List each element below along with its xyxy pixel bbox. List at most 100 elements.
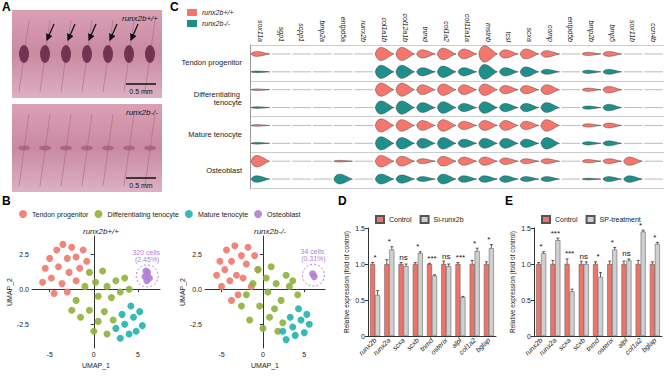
svg-text:bmp5: bmp5 (608, 24, 616, 42)
svg-text:0.5 mm: 0.5 mm (129, 182, 153, 189)
svg-text:0.0: 0.0 (192, 286, 202, 293)
svg-text:-2.5: -2.5 (190, 321, 202, 328)
svg-text:Osteoblast: Osteoblast (206, 166, 243, 175)
svg-text:runx2a: runx2a (372, 336, 392, 356)
svg-text:sox11b: sox11b (629, 20, 636, 42)
svg-text:***: *** (551, 229, 560, 238)
svg-text:34 cells: 34 cells (301, 248, 327, 255)
svg-text:*: * (540, 242, 543, 251)
svg-text:*: * (416, 242, 419, 251)
svg-text:***: *** (565, 249, 574, 258)
svg-text:osterix: osterix (595, 336, 615, 356)
svg-text:*: * (388, 237, 391, 246)
svg-text:*: * (487, 235, 490, 244)
svg-text:tenocyte: tenocyte (214, 98, 242, 107)
svg-text:runx2b-/-: runx2b-/- (254, 227, 286, 236)
svg-text:runx2b+/+: runx2b+/+ (202, 9, 234, 16)
svg-text:Mature tenocyte: Mature tenocyte (188, 130, 242, 139)
svg-text:bglap: bglap (474, 336, 492, 354)
svg-text:Relative expression (fold of c: Relative expression (fold of control) (509, 231, 517, 333)
svg-text:col1a2: col1a2 (624, 336, 644, 356)
svg-text:scxb: scxb (571, 336, 586, 351)
svg-text:5: 5 (302, 351, 306, 358)
svg-text:ns: ns (442, 252, 450, 261)
svg-text:Mature tenocyte: Mature tenocyte (198, 211, 248, 219)
svg-text:ns: ns (580, 252, 588, 261)
svg-text:1.0: 1.0 (355, 261, 365, 268)
svg-text:scxa: scxa (557, 336, 572, 351)
svg-text:runx2b-/-: runx2b-/- (202, 20, 231, 27)
svg-text:tcsl: tcsl (505, 32, 512, 43)
svg-text:ns: ns (622, 249, 630, 258)
svg-text:col1a2: col1a2 (443, 21, 450, 42)
svg-text:Control: Control (555, 216, 578, 223)
svg-text:runx2b+/+: runx2b+/+ (122, 14, 158, 23)
svg-text:-5: -5 (47, 351, 53, 358)
svg-text:col1a1b: col1a1b (381, 17, 388, 42)
svg-text:0: 0 (361, 333, 365, 340)
svg-text:comp: comp (546, 25, 554, 42)
svg-text:0: 0 (527, 333, 531, 340)
svg-text:5: 5 (136, 351, 140, 358)
svg-text:*: * (473, 239, 476, 248)
svg-text:scpp1: scpp1 (297, 23, 305, 42)
svg-text:1.5: 1.5 (521, 225, 531, 232)
svg-text:Relative expression (fold of c: Relative expression (fold of control) (343, 231, 351, 333)
svg-text:UMAP_1: UMAP_1 (82, 362, 110, 370)
svg-text:1.5: 1.5 (355, 225, 365, 232)
svg-text:bmp2a: bmp2a (318, 21, 326, 43)
svg-text:*: * (596, 252, 599, 261)
svg-text:entpd5a: entpd5a (339, 17, 347, 42)
svg-text:-2.5: -2.5 (17, 321, 29, 328)
svg-text:scxa: scxa (526, 28, 533, 43)
svg-text:UMAP_2: UMAP_2 (6, 278, 14, 306)
svg-text:***: *** (456, 253, 465, 262)
svg-text:sox11a: sox11a (257, 20, 264, 42)
svg-text:runx2b+/+: runx2b+/+ (83, 227, 119, 236)
svg-text:col12a1b: col12a1b (402, 14, 409, 43)
svg-text:Tendon progenitor: Tendon progenitor (32, 211, 89, 219)
svg-text:mstnb: mstnb (485, 23, 492, 42)
svg-text:0.5: 0.5 (521, 297, 531, 304)
svg-text:Tendon progenitor: Tendon progenitor (182, 58, 243, 67)
svg-text:***: *** (427, 254, 436, 263)
svg-text:0.0: 0.0 (19, 286, 29, 293)
svg-text:runx2b: runx2b (357, 336, 378, 357)
svg-text:*: * (611, 238, 614, 247)
svg-text:2.5: 2.5 (19, 251, 29, 258)
svg-text:runx2b-/-: runx2b-/- (126, 108, 158, 117)
svg-text:(2.45%): (2.45%) (135, 256, 160, 264)
svg-text:Si-runx2b: Si-runx2b (434, 216, 464, 223)
svg-text:1.0: 1.0 (521, 261, 531, 268)
svg-text:runx2b: runx2b (360, 21, 367, 43)
svg-text:col11a1a: col11a1a (464, 14, 471, 42)
svg-text:runx2a: runx2a (538, 336, 558, 356)
svg-text:UMAP_2: UMAP_2 (179, 278, 187, 306)
svg-text:sgp1: sgp1 (277, 27, 285, 42)
svg-text:*: * (653, 233, 656, 242)
svg-text:bglap: bglap (640, 336, 658, 354)
svg-text:ns: ns (399, 253, 407, 262)
svg-text:bmp2b: bmp2b (587, 21, 595, 43)
svg-text:0: 0 (261, 351, 265, 358)
svg-text:osterix: osterix (429, 336, 449, 356)
svg-text:*: * (374, 253, 377, 262)
svg-text:SP-treatment: SP-treatment (600, 216, 641, 223)
svg-text:entpd5b: entpd5b (566, 17, 574, 42)
svg-text:scxa: scxa (391, 336, 406, 351)
svg-text:0: 0 (92, 351, 96, 358)
svg-text:Control: Control (389, 216, 412, 223)
svg-text:scxb: scxb (405, 336, 420, 351)
svg-text:Differentiating tenocyte: Differentiating tenocyte (107, 211, 179, 219)
svg-text:tnmd: tnmd (422, 26, 429, 43)
svg-text:UMAP_1: UMAP_1 (251, 362, 279, 370)
svg-text:0.5: 0.5 (355, 297, 365, 304)
svg-text:col1a2: col1a2 (458, 336, 478, 356)
svg-text:(0.31%): (0.31%) (301, 255, 326, 263)
svg-text:320 cells: 320 cells (132, 249, 162, 256)
svg-text:ccn4b: ccn4b (650, 23, 657, 42)
svg-text:0.5 mm: 0.5 mm (129, 88, 153, 95)
svg-text:-5: -5 (218, 351, 224, 358)
svg-text:Osteoblast: Osteoblast (267, 211, 301, 218)
svg-text:2.5: 2.5 (192, 251, 202, 258)
